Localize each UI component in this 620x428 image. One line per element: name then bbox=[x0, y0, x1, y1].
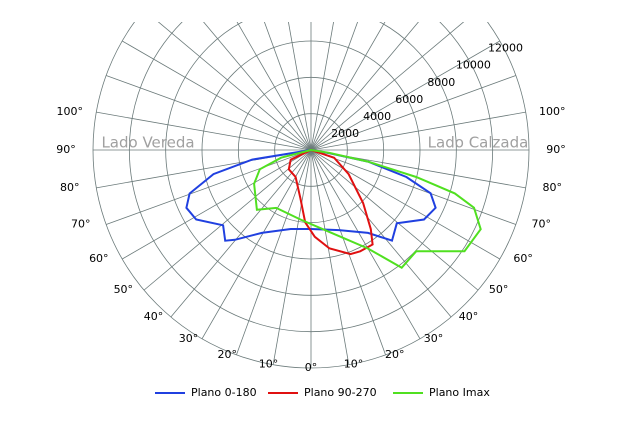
angle-tick-label: 60° bbox=[89, 252, 109, 265]
angle-tick-label: 40° bbox=[144, 310, 164, 323]
r-tick-label: 8000 bbox=[427, 76, 455, 89]
curve bbox=[185, 148, 437, 242]
spoke bbox=[236, 22, 312, 151]
side-label: Lado Vereda bbox=[101, 134, 194, 152]
angle-tick-label: 40° bbox=[459, 310, 479, 323]
ring bbox=[201, 40, 421, 260]
angle-tick-label: 70° bbox=[531, 218, 551, 231]
polar-grid bbox=[92, 22, 530, 369]
r-tick-label: 4000 bbox=[363, 110, 391, 123]
curve bbox=[287, 148, 374, 256]
angle-tick-label: 80° bbox=[60, 181, 80, 194]
angle-tick-label: 100° bbox=[56, 105, 83, 118]
legend-label: Plano 0-180 bbox=[191, 386, 257, 399]
angle-tick-label: 10° bbox=[344, 358, 364, 371]
angle-tick-label: 50° bbox=[114, 283, 134, 296]
ring bbox=[165, 22, 457, 296]
side-label: Lado Calzada bbox=[428, 134, 529, 152]
angle-tick-label: 90° bbox=[56, 143, 76, 156]
ring bbox=[237, 76, 385, 224]
angle-tick-label: 60° bbox=[513, 252, 533, 265]
angle-tick-label: 100° bbox=[539, 105, 566, 118]
angle-tick-label: 20° bbox=[217, 348, 237, 361]
angle-tick-label: 50° bbox=[489, 283, 509, 296]
angle-tick-label: 30° bbox=[424, 332, 444, 345]
legend-label: Plano Imax bbox=[429, 386, 490, 399]
angle-tick-label: 30° bbox=[179, 332, 199, 345]
angle-tick-label: 20° bbox=[385, 348, 405, 361]
ring bbox=[274, 113, 348, 187]
r-tick-label: 12000 bbox=[488, 42, 523, 55]
r-tick-label: 10000 bbox=[456, 59, 491, 72]
legend-label: Plano 90-270 bbox=[304, 386, 377, 399]
angle-tick-label: 70° bbox=[71, 218, 91, 231]
angle-tick-label: 0° bbox=[305, 361, 318, 374]
angle-tick-label: 10° bbox=[259, 358, 279, 371]
ring bbox=[128, 22, 494, 333]
spoke bbox=[310, 22, 386, 151]
r-tick-label: 6000 bbox=[395, 93, 423, 106]
angle-tick-label: 80° bbox=[543, 181, 563, 194]
legend: Plano 0-180 Plano 90-270 Plano Imax bbox=[155, 386, 490, 399]
curve bbox=[253, 148, 482, 269]
angle-tick-label: 90° bbox=[546, 143, 566, 156]
r-tick-label: 2000 bbox=[331, 127, 359, 140]
ring bbox=[92, 22, 530, 369]
curves bbox=[185, 148, 482, 269]
